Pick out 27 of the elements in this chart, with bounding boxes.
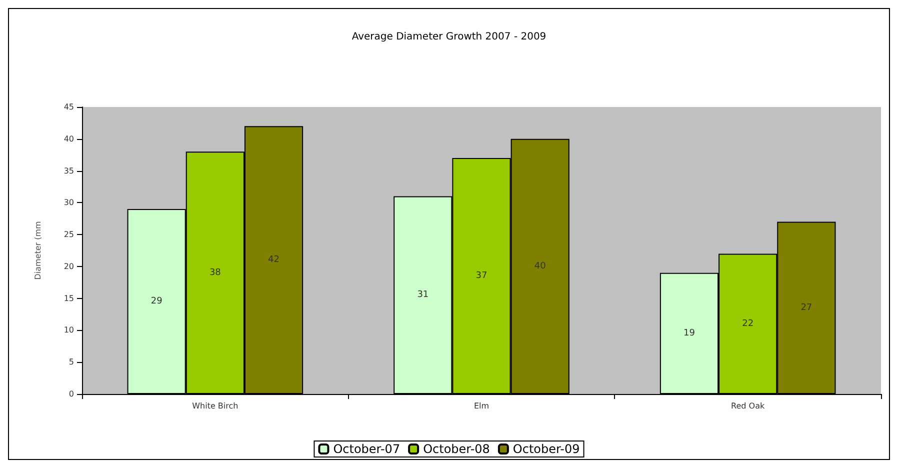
- y-axis-title: Diameter (mm: [34, 221, 42, 280]
- y-tick-label: 35: [64, 166, 74, 176]
- y-tick-label: 15: [64, 294, 74, 303]
- data-label: 37: [476, 271, 488, 282]
- data-label: 22: [742, 318, 754, 329]
- data-label: 29: [150, 296, 163, 307]
- data-label: 38: [209, 268, 222, 278]
- y-tick-label: 30: [64, 198, 74, 208]
- y-tick-label: 10: [64, 326, 74, 335]
- y-tick-label: 25: [64, 230, 74, 240]
- y-tick-label: 0: [68, 390, 74, 398]
- legend-label: October-08: [423, 442, 490, 456]
- data-label: 19: [684, 328, 696, 338]
- legend-label: October-09: [512, 442, 580, 456]
- y-tick-label: 40: [64, 134, 74, 144]
- y-tick-label: 20: [64, 262, 74, 271]
- data-label: 40: [534, 261, 546, 272]
- data-label: 31: [417, 290, 429, 300]
- x-tick-label: White Birch: [192, 402, 238, 410]
- x-tick-label: Red Oak: [731, 402, 765, 410]
- x-tick-label: Elm: [474, 402, 490, 410]
- legend-label: October-07: [333, 442, 400, 456]
- y-tick-label: 5: [68, 358, 74, 367]
- chart-title: Average Diameter Growth 2007 - 2009: [352, 32, 546, 42]
- data-label: 42: [268, 255, 280, 266]
- y-tick-label: 45: [64, 102, 74, 112]
- data-label: 27: [800, 302, 812, 313]
